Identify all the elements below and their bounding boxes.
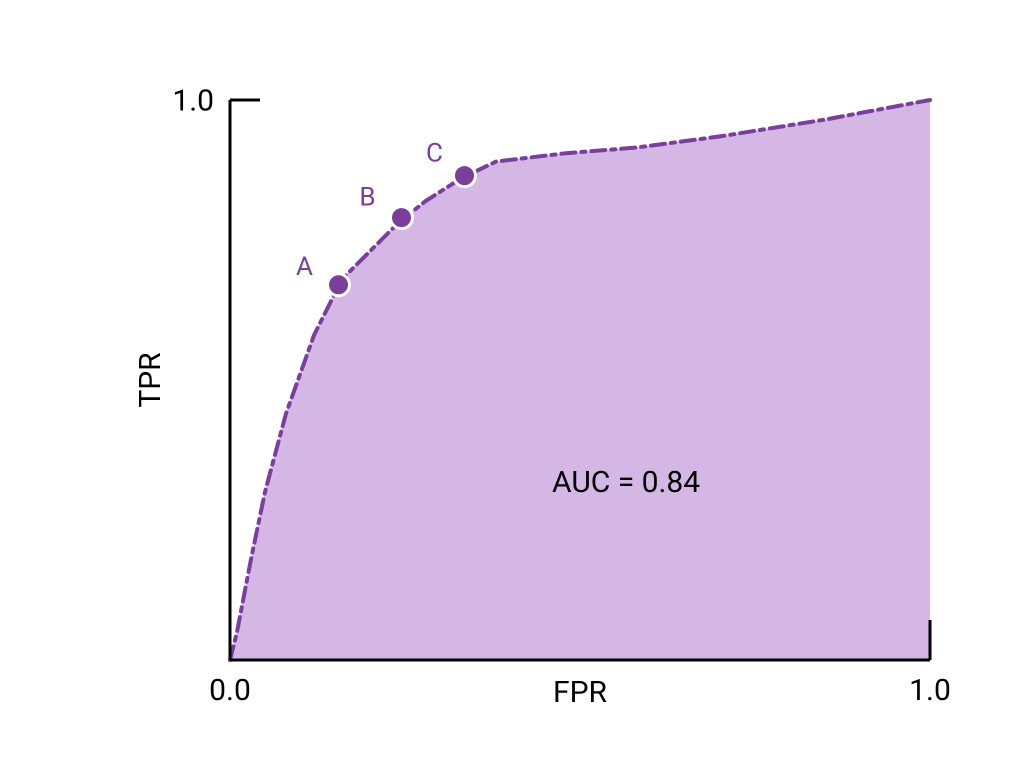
x-tick-label: 0.0	[209, 673, 251, 708]
auc-annotation: AUC = 0.84	[552, 465, 700, 500]
x-tick-label: 1.0	[909, 673, 951, 708]
roc-marker-label: B	[359, 183, 375, 213]
y-axis-label: TPR	[133, 352, 168, 407]
roc-chart: 0.0 1.0 1.0 FPR TPR A B C AUC = 0.84	[0, 0, 1024, 769]
roc-marker	[328, 274, 350, 296]
x-axis-label: FPR	[553, 675, 607, 710]
roc-svg: 0.0 1.0 1.0 FPR TPR A B C AUC = 0.84	[0, 0, 1024, 769]
roc-marker	[454, 165, 476, 187]
y-tick-label: 1.0	[172, 84, 214, 119]
roc-marker-label: C	[426, 139, 443, 169]
roc-marker-label: A	[296, 252, 313, 282]
roc-marker	[391, 207, 413, 229]
